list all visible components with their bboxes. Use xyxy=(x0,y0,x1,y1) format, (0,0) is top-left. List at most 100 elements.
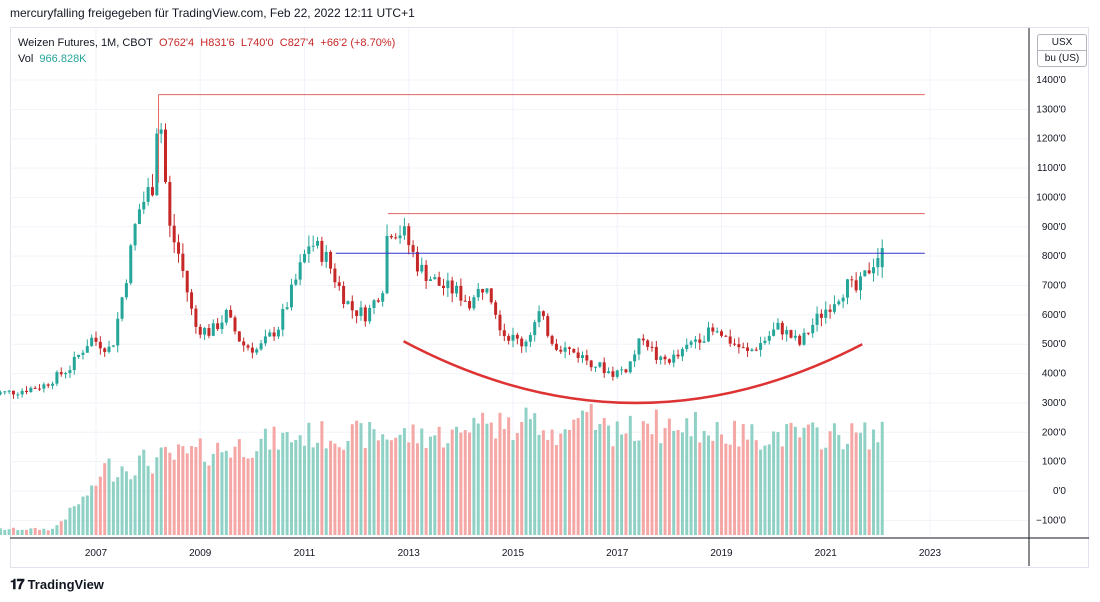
candle-body xyxy=(624,369,628,373)
candle-body xyxy=(489,288,493,303)
y-tick-label: 1200'0 xyxy=(1036,134,1066,145)
volume-bar xyxy=(515,433,519,536)
currency-selector[interactable]: USX bu (US) xyxy=(1037,34,1087,67)
volume-bar xyxy=(824,447,828,536)
x-tick-label: 2007 xyxy=(85,548,108,559)
volume-bar xyxy=(485,423,489,536)
volume-bar xyxy=(216,442,220,536)
candle-body xyxy=(407,226,411,246)
candle-body xyxy=(46,384,50,386)
candle-body xyxy=(220,322,224,330)
volume-bar xyxy=(428,436,432,536)
volume-bar xyxy=(494,438,498,536)
open-value: O762'4 xyxy=(159,37,195,49)
candle-body xyxy=(724,335,728,337)
volume-bar xyxy=(624,433,628,536)
candle-body xyxy=(194,308,198,327)
volume-bar xyxy=(7,529,11,536)
volume-bar xyxy=(459,432,463,536)
volume-bar xyxy=(867,449,871,536)
candle-body xyxy=(33,387,37,389)
volume-bar xyxy=(754,440,758,536)
volume-bar xyxy=(20,529,24,536)
volume-bar xyxy=(554,444,558,536)
candle-body xyxy=(533,322,537,336)
volume-bar xyxy=(242,457,246,536)
currency-code[interactable]: USX xyxy=(1051,37,1073,48)
candle-body xyxy=(320,240,324,262)
volume-bar xyxy=(706,435,710,536)
chart-frame[interactable] xyxy=(10,27,1089,568)
candle-body xyxy=(94,337,98,342)
candle-body xyxy=(98,341,102,349)
candle-body xyxy=(376,300,380,302)
candle-body xyxy=(363,307,367,322)
volume-bar xyxy=(42,528,46,536)
volume-bar xyxy=(767,444,771,536)
candle-body xyxy=(25,390,28,393)
volume-bar xyxy=(133,475,137,536)
candle-body xyxy=(259,343,263,350)
candle-body xyxy=(654,346,658,360)
volume-bar xyxy=(859,432,862,536)
candle-body xyxy=(359,307,363,316)
candle-body xyxy=(450,280,454,294)
footer-brand[interactable]: 𝟏𝟕 TradingView xyxy=(10,576,104,593)
candle-body xyxy=(589,360,593,368)
volume-bar xyxy=(129,479,133,536)
candle-body xyxy=(824,309,828,318)
volume-bar xyxy=(64,519,68,536)
volume-bar xyxy=(472,417,476,536)
candle-body xyxy=(576,352,580,358)
candle-body xyxy=(767,335,771,341)
candle-body xyxy=(455,285,459,294)
candle-body xyxy=(832,304,836,312)
volume-bar xyxy=(746,439,750,536)
candle-body xyxy=(294,279,298,285)
volume-bar xyxy=(303,445,306,536)
candle-body xyxy=(481,288,485,293)
volume-bar xyxy=(203,461,207,536)
currency-unit[interactable]: bu (US) xyxy=(1038,50,1086,66)
candle-body xyxy=(124,283,128,298)
volume-bar xyxy=(733,420,737,536)
volume-bar xyxy=(259,438,263,536)
volume-bar xyxy=(359,423,363,536)
symbol-label[interactable]: Weizen Futures, 1M, CBOT xyxy=(18,37,153,49)
volume-bar xyxy=(177,444,181,536)
volume-bar xyxy=(845,443,849,536)
candle-body xyxy=(650,346,654,348)
candle-body xyxy=(463,300,467,302)
volume-label[interactable]: Vol xyxy=(18,53,34,65)
volume-bar xyxy=(650,434,654,536)
volume-bar xyxy=(680,432,684,536)
volume-bar xyxy=(103,463,107,536)
volume-bar xyxy=(207,465,211,536)
candle-body xyxy=(420,264,424,272)
candle-body xyxy=(680,349,684,357)
volume-bar xyxy=(798,437,802,536)
volume-bar xyxy=(350,424,354,536)
volume-bar xyxy=(468,432,472,536)
volume-bar xyxy=(720,434,723,536)
candle-body xyxy=(706,327,710,342)
y-tick-label: 400'0 xyxy=(1042,369,1067,380)
volume-bar xyxy=(11,527,15,536)
volume-bar xyxy=(537,434,541,536)
volume-bar xyxy=(124,471,128,536)
volume-bar xyxy=(793,426,797,536)
chart-legend: Weizen Futures, 1M, CBOT O762'4 H831'6 L… xyxy=(18,35,395,67)
volume-bar xyxy=(828,431,832,536)
candle-body xyxy=(385,235,389,294)
volume-bar xyxy=(563,429,567,536)
volume-bar xyxy=(116,477,120,536)
candle-body xyxy=(116,318,120,346)
volume-bar xyxy=(246,458,250,536)
candle-body xyxy=(246,345,250,348)
volume-bar xyxy=(289,442,293,536)
volume-bar xyxy=(815,427,819,536)
candle-body xyxy=(811,324,815,334)
candle-body xyxy=(355,310,359,316)
volume-bar xyxy=(567,429,571,536)
